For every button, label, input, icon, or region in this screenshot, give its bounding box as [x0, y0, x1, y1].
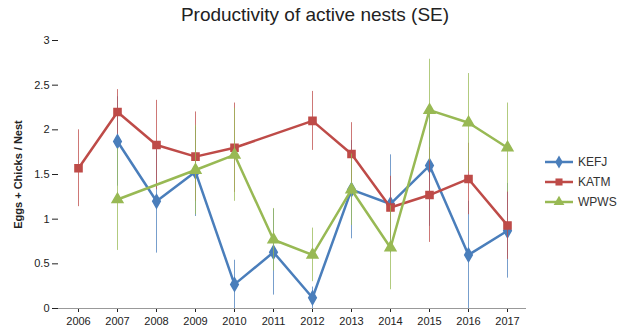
svg-text:0: 0 [43, 302, 49, 314]
html-text:KATM: KATM [578, 175, 611, 189]
svg-text:3: 3 [43, 34, 49, 46]
svg-text:0.5: 0.5 [34, 257, 49, 269]
html-text:Productivity of active nests (: Productivity of active nests (SE) [180, 4, 450, 25]
svg-text:2006: 2006 [66, 315, 90, 327]
svg-text:2014: 2014 [378, 315, 402, 327]
svg-text:2017: 2017 [495, 315, 519, 327]
html-text:WPWS: WPWS [578, 195, 617, 209]
svg-text:2009: 2009 [183, 315, 207, 327]
svg-text:2008: 2008 [144, 315, 168, 327]
svg-text:Eggs + Chicks / Nest: Eggs + Chicks / Nest [12, 120, 24, 229]
svg-text:2012: 2012 [300, 315, 324, 327]
svg-text:1.5: 1.5 [34, 168, 49, 180]
svg-text:2: 2 [43, 123, 49, 135]
svg-text:2007: 2007 [105, 315, 129, 327]
html-text:KEFJ: KEFJ [578, 155, 608, 169]
svg-text:1: 1 [43, 213, 49, 225]
svg-text:2011: 2011 [262, 315, 286, 327]
svg-text:2.5: 2.5 [34, 79, 49, 91]
svg-text:2013: 2013 [339, 315, 363, 327]
svg-text:2015: 2015 [417, 315, 441, 327]
svg-text:2010: 2010 [222, 315, 246, 327]
svg-text:2016: 2016 [456, 315, 480, 327]
